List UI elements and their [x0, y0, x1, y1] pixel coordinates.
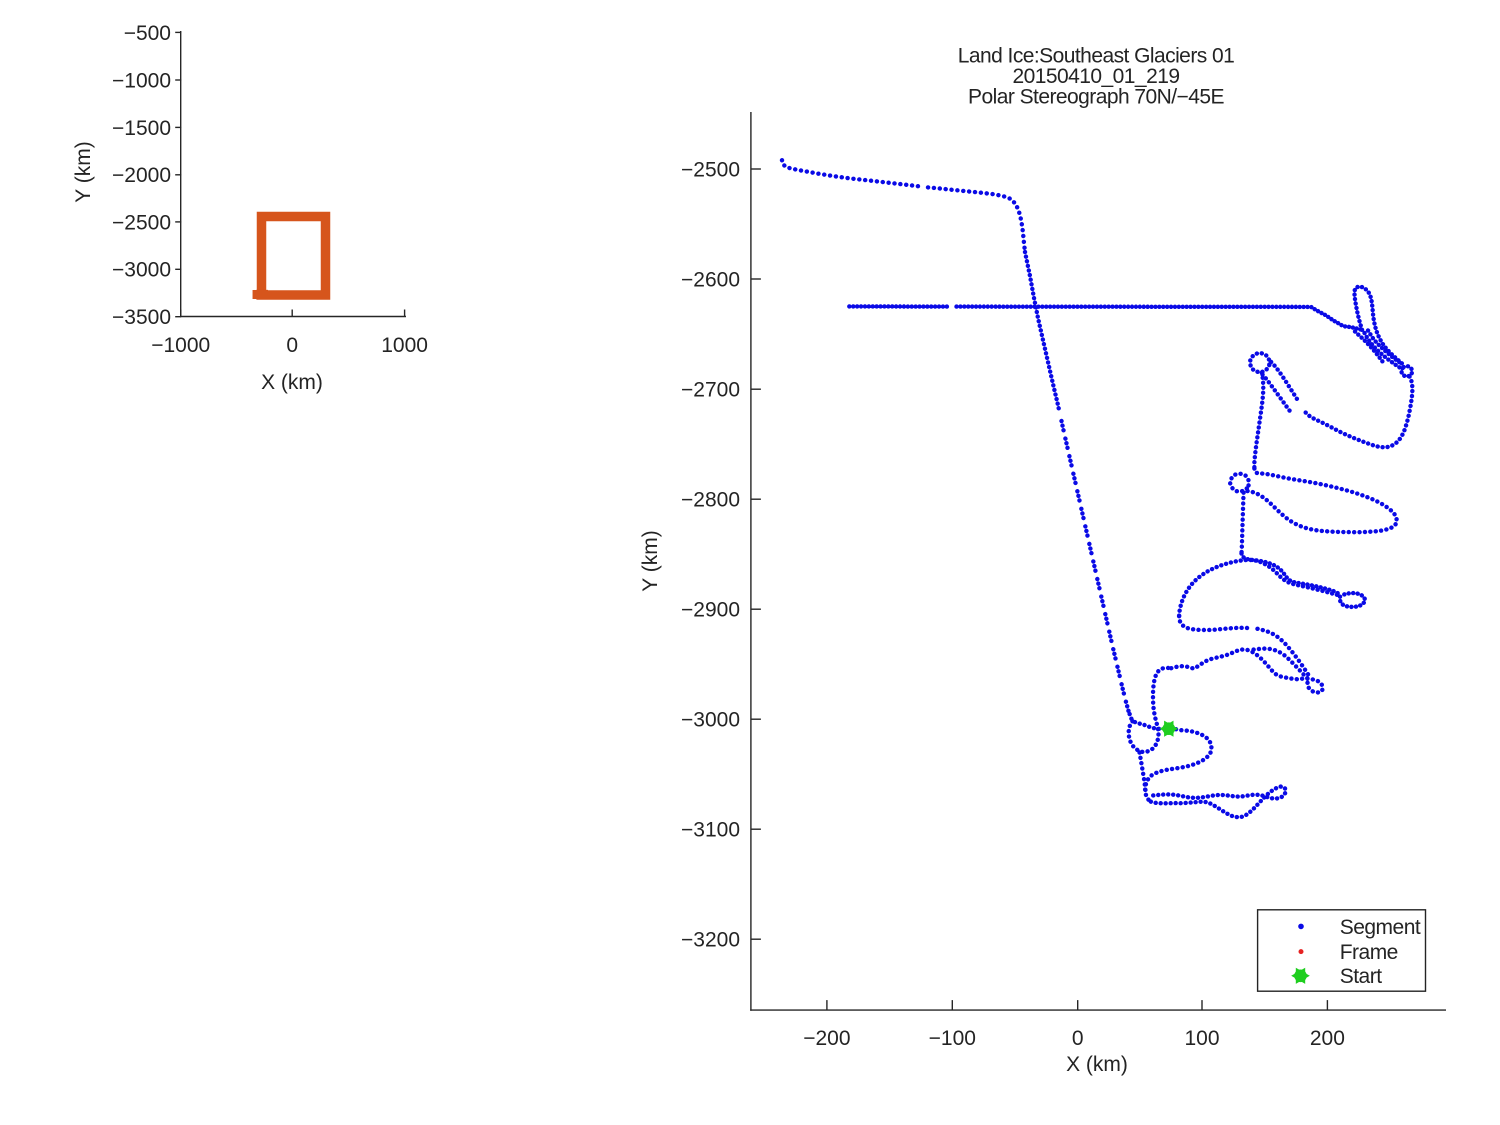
svg-text:0: 0 — [286, 334, 298, 357]
svg-text:−1000: −1000 — [151, 334, 210, 357]
svg-text:−2600: −2600 — [681, 268, 740, 291]
svg-text:X (km): X (km) — [1066, 1053, 1128, 1076]
svg-text:100: 100 — [1184, 1027, 1219, 1050]
svg-text:−2900: −2900 — [681, 599, 740, 622]
svg-text:1000: 1000 — [381, 334, 428, 357]
svg-text:−100: −100 — [929, 1027, 976, 1050]
svg-text:−3500: −3500 — [112, 306, 171, 329]
svg-text:−2500: −2500 — [681, 158, 740, 181]
svg-text:−500: −500 — [124, 22, 171, 45]
svg-text:Polar Stereograph 70N/−45E: Polar Stereograph 70N/−45E — [968, 86, 1225, 109]
svg-text:0: 0 — [1072, 1027, 1084, 1050]
svg-text:200: 200 — [1310, 1027, 1345, 1050]
svg-text:−1000: −1000 — [112, 69, 171, 92]
svg-text:Frame: Frame — [1340, 941, 1398, 964]
svg-text:−2000: −2000 — [112, 164, 171, 187]
svg-text:−200: −200 — [803, 1027, 850, 1050]
svg-text:−3000: −3000 — [112, 259, 171, 282]
svg-text:Land Ice:Southeast Glaciers 01: Land Ice:Southeast Glaciers 01 — [958, 45, 1235, 68]
svg-text:−2800: −2800 — [681, 489, 740, 512]
svg-text:−3100: −3100 — [681, 819, 740, 842]
svg-text:Y (km): Y (km) — [639, 530, 662, 591]
svg-text:−1500: −1500 — [112, 117, 171, 140]
svg-text:−3200: −3200 — [681, 929, 740, 952]
svg-text:Segment: Segment — [1340, 916, 1421, 939]
svg-text:−2500: −2500 — [112, 211, 171, 234]
svg-text:−2700: −2700 — [681, 379, 740, 402]
svg-text:Y (km): Y (km) — [72, 141, 95, 202]
svg-text:X (km): X (km) — [261, 371, 323, 394]
svg-text:−3000: −3000 — [681, 709, 740, 732]
svg-text:Start: Start — [1340, 965, 1383, 988]
svg-text:20150410_01_219: 20150410_01_219 — [1013, 65, 1180, 88]
